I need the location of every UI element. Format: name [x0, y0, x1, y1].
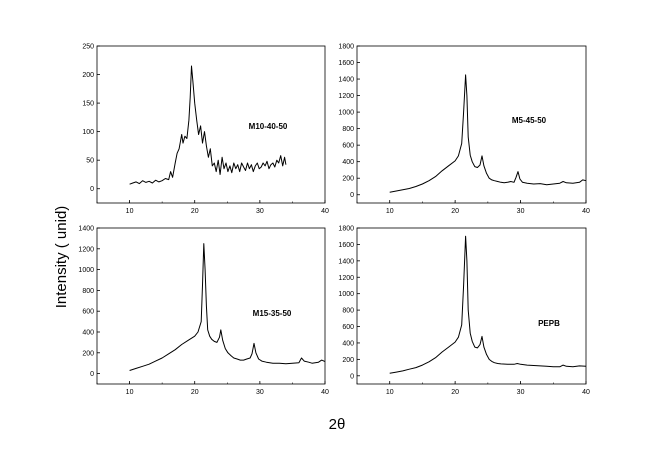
y-tick-label: 1200 — [338, 93, 354, 100]
x-tick-label: 40 — [582, 389, 590, 396]
y-tick-label: 800 — [342, 308, 354, 315]
plot-frame — [96, 227, 326, 385]
panel-1: 10 20 30 40 0 50 100 150 200 250 M10-40-50 — [82, 44, 329, 216]
sample-label: PEPB — [538, 319, 560, 328]
y-tick-label: 100 — [82, 129, 94, 136]
plot-frame — [356, 227, 587, 385]
x-tick-label: 10 — [126, 208, 134, 215]
y-tick-label: 1200 — [338, 275, 354, 282]
plot-frame — [96, 45, 326, 204]
x-tick-label: 30 — [256, 208, 264, 215]
x-tick-label: 20 — [451, 389, 459, 396]
y-tick-label: 0 — [350, 192, 354, 199]
x-tick-label: 10 — [386, 389, 394, 396]
y-tick-label: 1800 — [338, 226, 354, 233]
y-tick-label: 1000 — [338, 291, 354, 298]
x-tick-label: 40 — [321, 208, 329, 215]
y-tick-label: 600 — [82, 309, 94, 316]
x-tick-label: 40 — [582, 208, 590, 215]
y-tick-label: 1600 — [338, 60, 354, 67]
diffraction-trace — [389, 235, 587, 374]
panel-2: 10 20 30 4002004006008001000120014001600180… — [338, 44, 590, 216]
x-tick-label: 30 — [517, 389, 525, 396]
y-tick-label: 400 — [342, 340, 354, 347]
y-axis-label: Intensity ( unid) — [53, 206, 70, 309]
x-tick-label: 10 — [126, 389, 134, 396]
x-tick-label: 20 — [191, 389, 199, 396]
y-tick-label: 600 — [342, 143, 354, 150]
sample-label: M15-35-50 — [253, 309, 292, 318]
x-tick-label: 40 — [321, 389, 329, 396]
y-tick-label: 0 — [350, 373, 354, 380]
y-tick-label: 800 — [82, 288, 94, 295]
y-tick-label: 200 — [342, 357, 354, 364]
y-tick-label: 200 — [342, 176, 354, 183]
y-tick-label: 1800 — [338, 44, 354, 51]
y-tick-label: 1200 — [78, 246, 94, 253]
y-tick-label: 1600 — [338, 242, 354, 249]
sample-label: M5-45-50 — [512, 116, 547, 125]
y-tick-label: 1400 — [78, 226, 94, 233]
y-tick-label: 600 — [342, 324, 354, 331]
y-tick-label: 50 — [86, 158, 94, 165]
panel-3: 10 20 30 400200400600800100012001400M15-35-… — [78, 226, 329, 397]
y-tick-label: 250 — [82, 44, 94, 51]
x-tick-label: 30 — [256, 389, 264, 396]
y-tick-label: 400 — [342, 159, 354, 166]
plot-frame — [356, 45, 587, 204]
y-tick-label: 1000 — [338, 110, 354, 117]
y-tick-label: 1000 — [78, 267, 94, 274]
y-tick-label: 0 — [90, 186, 94, 193]
diffraction-trace — [389, 74, 587, 193]
sample-label: M10-40-50 — [249, 122, 288, 131]
x-tick-label: 30 — [517, 208, 525, 215]
y-tick-label: 200 — [82, 350, 94, 357]
y-tick-label: 0 — [90, 371, 94, 378]
y-tick-label: 1400 — [338, 77, 354, 84]
y-tick-label: 200 — [82, 72, 94, 79]
panel-4: 10 20 30 4002004006008001000120014001600180… — [338, 226, 590, 397]
y-tick-label: 800 — [342, 126, 354, 133]
diffraction-trace — [129, 243, 326, 371]
y-tick-label: 150 — [82, 101, 94, 108]
x-tick-label: 20 — [451, 208, 459, 215]
y-tick-label: 1400 — [338, 258, 354, 265]
y-tick-label: 400 — [82, 330, 94, 337]
diffraction-trace — [129, 65, 287, 185]
x-tick-label: 10 — [386, 208, 394, 215]
x-tick-label: 20 — [191, 208, 199, 215]
x-axis-label: 2θ — [329, 416, 346, 433]
